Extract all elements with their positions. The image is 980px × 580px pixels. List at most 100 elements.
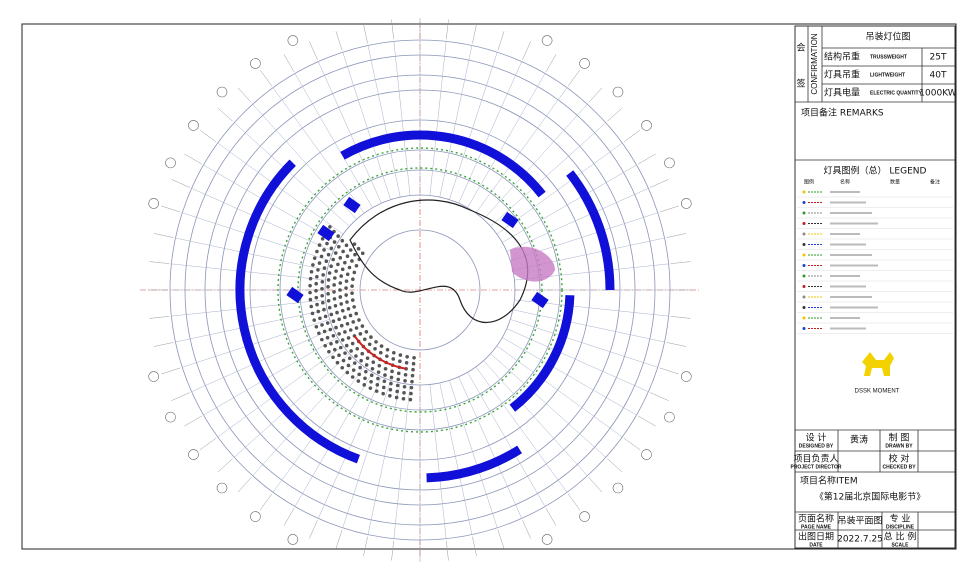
seat-fixture xyxy=(354,326,359,330)
seat-fixture xyxy=(324,259,329,264)
grid-tick xyxy=(522,41,531,60)
seat-fixture xyxy=(345,322,350,326)
grid-tick xyxy=(567,69,581,87)
grid-tick xyxy=(638,153,656,165)
seat-fixture xyxy=(340,267,345,272)
seat-fixture xyxy=(345,370,350,375)
grid-tick xyxy=(666,342,687,347)
seat-fixture xyxy=(349,349,353,353)
legend-symbol xyxy=(802,190,806,194)
seat-fixture xyxy=(355,347,360,351)
grid-tick xyxy=(237,477,252,493)
seat-fixture xyxy=(311,263,315,267)
seat-fixture xyxy=(411,367,415,372)
grid-tick xyxy=(472,23,477,44)
grid-tick xyxy=(588,87,603,103)
legend-name-placeholder xyxy=(830,254,872,256)
grid-tick xyxy=(607,458,623,473)
logo-text: DSSK MOMENT xyxy=(855,389,900,395)
seat-fixture xyxy=(337,332,341,336)
seat-fixture xyxy=(345,272,350,277)
grid-tick xyxy=(567,493,581,511)
seat-fixture xyxy=(335,310,339,315)
fixture-block xyxy=(286,286,304,304)
seat-fixture xyxy=(327,349,331,354)
row-value: 40T xyxy=(930,71,947,81)
grid-bubble xyxy=(165,157,176,169)
grid-tick xyxy=(153,342,174,347)
seat-fixture xyxy=(363,376,367,381)
label: 制 图 xyxy=(889,432,910,444)
seat-fixture xyxy=(308,290,312,295)
seat-fixture xyxy=(320,293,324,298)
seat-fixture xyxy=(334,269,338,273)
seat-fixture xyxy=(340,338,345,342)
truss-radial xyxy=(483,104,588,220)
truss-radial xyxy=(496,142,623,235)
seat-fixture xyxy=(350,298,355,302)
designer-name: 黄涛 xyxy=(850,434,868,446)
seat-fixture xyxy=(314,325,319,329)
truss-radial xyxy=(203,337,338,416)
seat-fixture xyxy=(351,320,356,324)
seat-fixture xyxy=(334,325,338,330)
seat-fixture xyxy=(348,313,353,318)
label: 总 比 例 xyxy=(884,531,917,543)
seat-fixture xyxy=(391,357,396,361)
truss-radial xyxy=(429,41,447,196)
grid-tick xyxy=(217,458,233,473)
truss-radial xyxy=(512,309,665,343)
seat-fixture xyxy=(337,244,341,249)
grid-tick xyxy=(283,508,295,526)
seat-fixture xyxy=(325,241,329,246)
fixture-block xyxy=(317,224,335,242)
seat-fixture xyxy=(339,302,344,306)
fixture-block xyxy=(343,196,361,214)
grid-bubble xyxy=(188,120,199,131)
seat-fixture xyxy=(354,311,359,316)
seat-fixture xyxy=(312,256,317,260)
legend-name-placeholder xyxy=(830,233,860,235)
seat-fixture xyxy=(364,363,369,367)
grid-tick xyxy=(522,520,531,539)
grid-tick xyxy=(623,437,641,451)
seat-fixture xyxy=(340,308,345,313)
grid-tick xyxy=(363,23,368,44)
label: 设 计 xyxy=(806,432,827,444)
grid-tick xyxy=(659,367,679,375)
grid-tick xyxy=(217,107,233,122)
grid-tick xyxy=(659,205,679,213)
seat-fixture xyxy=(359,358,363,363)
seat-fixture xyxy=(315,274,319,279)
grid-tick xyxy=(391,19,394,40)
truss-radial xyxy=(490,122,606,227)
seat-fixture xyxy=(335,340,339,344)
grid-bubble xyxy=(287,35,299,46)
seat-fixture xyxy=(319,254,324,259)
confirmation-cn: 会 xyxy=(796,42,805,54)
seat-fixture xyxy=(331,333,336,338)
led-arc xyxy=(235,159,360,464)
label-en: SCALE xyxy=(892,542,910,548)
grid-bubble xyxy=(579,511,590,522)
seat-fixture xyxy=(336,262,340,267)
legend-symbol xyxy=(802,316,806,320)
truss-radial xyxy=(217,345,344,438)
led-arc xyxy=(340,130,546,198)
grid-bubble xyxy=(612,482,624,494)
grid-tick xyxy=(446,540,449,561)
truss-radial xyxy=(182,319,330,368)
seat-fixture xyxy=(410,379,414,384)
seat-fixture xyxy=(350,284,354,288)
seat-fixture xyxy=(377,363,382,368)
seat-fixture xyxy=(344,343,349,348)
grid-bubble xyxy=(579,58,590,69)
grid-tick xyxy=(161,367,181,375)
grid-bubble xyxy=(287,534,299,545)
grid-tick xyxy=(171,179,190,188)
seat-fixture xyxy=(360,324,365,328)
legend-name-placeholder xyxy=(830,191,860,193)
legend-header: 名称 xyxy=(840,179,850,186)
seat-fixture xyxy=(389,375,394,380)
legend-symbol xyxy=(802,211,806,215)
